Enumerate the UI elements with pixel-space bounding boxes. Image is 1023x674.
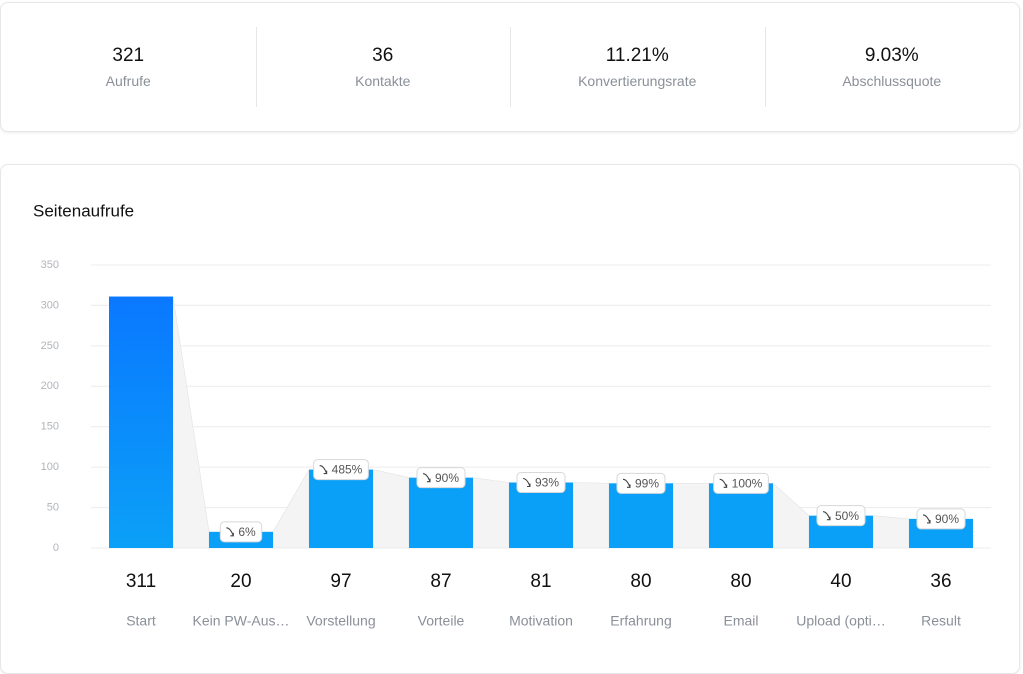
rate-badge: 6% (219, 521, 263, 543)
bar (309, 469, 373, 548)
value-label: 40 (830, 571, 851, 592)
chart: Seitenaufrufe 0 50 100 150 200 250 300 350 311 St… (33, 201, 991, 629)
y-tick-label: 50 (47, 501, 59, 513)
value-label: 80 (730, 571, 751, 592)
rate-badge: 50% (816, 505, 866, 527)
rate-label: 93% (535, 476, 559, 490)
badge-box (313, 459, 369, 481)
stat: 9.03% Abschlussquote (764, 3, 1020, 131)
y-tick-label: 350 (41, 259, 59, 271)
y-tick-label: 150 (41, 421, 59, 433)
y-tick-label: 100 (41, 461, 59, 473)
stat: 321 Aufrufe (1, 3, 256, 131)
rate-label: 50% (835, 509, 859, 523)
y-tick-label: 250 (41, 340, 59, 352)
x-tick-label: Start (126, 613, 156, 629)
x-tick-label: Email (723, 613, 758, 629)
badge-box (816, 505, 866, 527)
arrow-icon (822, 511, 831, 521)
x-tick-label: Motivation (509, 613, 573, 629)
stat: 11.21% Konvertierungsrate (510, 3, 765, 131)
badge-box (916, 508, 966, 530)
stat-label: Konvertierungsrate (578, 73, 697, 89)
value-label: 36 (930, 571, 951, 592)
flow-area (472, 477, 510, 549)
rate-badge: 90% (416, 467, 466, 489)
flow-area (672, 483, 710, 549)
stat-label: Abschlussquote (842, 73, 942, 89)
flow-area (772, 482, 810, 549)
badge-box (616, 472, 666, 494)
flow-area (272, 468, 310, 549)
bar (409, 477, 473, 548)
flow-area (372, 469, 410, 549)
flow-area (572, 482, 610, 549)
flow-area (872, 515, 910, 549)
flow-area (172, 296, 210, 549)
x-tick-label: Erfahrung (610, 613, 671, 629)
rate-badge: 100% (713, 472, 769, 494)
value-label: 80 (630, 571, 651, 592)
rate-label: 100% (732, 476, 763, 490)
rate-badge: 99% (616, 472, 666, 494)
badge-box (416, 467, 466, 489)
x-tick-label: Result (921, 613, 961, 629)
bar (509, 482, 573, 548)
x-tick-label: Upload (opti… (796, 613, 886, 629)
x-tick-label: Vorstellung (306, 613, 375, 629)
y-tick-label: 200 (41, 380, 59, 392)
value-label: 87 (430, 571, 451, 592)
rate-label: 99% (635, 476, 659, 490)
chart-title: Seitenaufrufe (33, 201, 134, 220)
bar (609, 483, 673, 548)
rate-label: 485% (332, 463, 363, 477)
stat-value: 9.03% (864, 45, 919, 66)
arrow-icon (622, 478, 631, 488)
stats-card: 321 Aufrufe 36 Kontakte 11.21% Konvertierungs… (0, 2, 1020, 132)
bar (709, 483, 773, 548)
rate-badge: 93% (516, 472, 566, 494)
arrow-icon (226, 527, 234, 537)
bar (109, 296, 173, 548)
value-label: 81 (530, 571, 551, 592)
value-label: 97 (330, 571, 351, 592)
chart-card: Seitenaufrufe 0 50 100 150 200 250 300 350 311 St… (0, 164, 1020, 674)
value-label: 311 (126, 571, 156, 592)
stat-value: 321 (112, 45, 145, 66)
badge-box (713, 472, 769, 494)
y-tick-label: 0 (53, 542, 59, 554)
arrow-icon (422, 473, 431, 483)
rate-badge: 485% (313, 459, 369, 481)
rate-badge: 90% (916, 508, 966, 530)
rate-label: 90% (935, 512, 959, 526)
rate-label: 6% (238, 525, 256, 539)
stat-value: 36 (372, 45, 394, 66)
arrow-icon (719, 478, 728, 488)
badge-box (516, 472, 566, 494)
arrow-icon (522, 477, 531, 488)
arrow-icon (922, 514, 931, 524)
stat: 36 Kontakte (255, 3, 511, 131)
x-tick-label: Vorteile (418, 613, 465, 629)
stat-label: Kontakte (355, 73, 411, 89)
x-tick-label: Kein PW-Aus… (193, 613, 290, 629)
badge-box (219, 521, 263, 543)
y-tick-label: 300 (41, 299, 59, 311)
rate-label: 90% (435, 471, 459, 485)
value-label: 20 (230, 571, 251, 592)
stat-value: 11.21% (605, 45, 669, 66)
arrow-icon (319, 465, 328, 475)
stat-label: Aufrufe (105, 73, 151, 89)
